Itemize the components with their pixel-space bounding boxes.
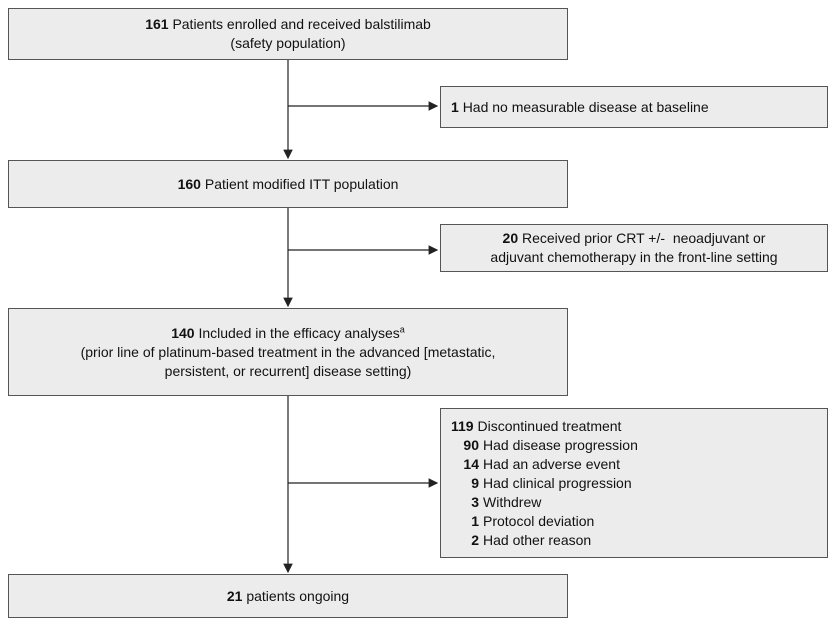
label: adjuvant chemotherapy in the front-line … bbox=[490, 249, 778, 265]
count: 2 bbox=[471, 531, 479, 548]
box-exclusion: 1 Had no measurable disease at baseline bbox=[440, 86, 828, 128]
reason: 1 Protocol deviation bbox=[451, 512, 827, 531]
label: Patients enrolled and received balstilim… bbox=[172, 16, 431, 32]
count: 21 bbox=[226, 587, 243, 604]
box-ongoing: 21 patients ongoing bbox=[8, 574, 568, 618]
reason: 3 Withdrew bbox=[451, 493, 827, 512]
reason: 90 Had disease progression bbox=[451, 436, 827, 455]
count: 9 bbox=[471, 474, 479, 491]
label: Patient modified ITT population bbox=[204, 175, 399, 192]
box-discontinued: 119 Discontinued treatment 90 Had disease… bbox=[440, 408, 828, 558]
label: Had no measurable disease at baseline bbox=[462, 98, 709, 115]
label: Withdrew bbox=[483, 493, 542, 510]
label: Had other reason bbox=[483, 531, 592, 548]
reason: 14 Had an adverse event bbox=[451, 455, 827, 474]
label: Discontinued treatment bbox=[477, 417, 622, 434]
count: 1 bbox=[451, 98, 459, 115]
label: Had an adverse event bbox=[483, 455, 620, 472]
count: 160 bbox=[177, 175, 201, 192]
count: 119 bbox=[451, 417, 474, 434]
count: 1 bbox=[471, 512, 479, 529]
count: 3 bbox=[471, 493, 479, 510]
footnote: a bbox=[399, 323, 405, 334]
note: (prior line of platinum-based treatment … bbox=[80, 343, 496, 360]
label: patients ongoing bbox=[246, 587, 350, 604]
label: Had disease progression bbox=[483, 436, 638, 453]
label: Received prior CRT +/- neoadjuvant or bbox=[522, 230, 766, 246]
box-mitt: 160 Patient modified ITT population bbox=[8, 160, 568, 208]
count: 161 bbox=[145, 16, 169, 32]
count: 90 bbox=[463, 436, 479, 453]
box-efficacy: 140 Included in the efficacy analysesa (… bbox=[8, 308, 568, 396]
label: Protocol deviation bbox=[483, 512, 595, 529]
note: (safety population) bbox=[230, 35, 346, 51]
label: Included in the efficacy analyses bbox=[198, 324, 400, 341]
label: Had clinical progression bbox=[483, 474, 632, 491]
box-enrolled: 161 Patients enrolled and received balst… bbox=[8, 8, 568, 60]
reason: 2 Had other reason bbox=[451, 531, 827, 550]
count: 140 bbox=[171, 324, 195, 341]
reason: 9 Had clinical progression bbox=[451, 474, 827, 493]
box-exclusion: 20 Received prior CRT +/- neoadjuvant or… bbox=[440, 224, 828, 272]
note: persistent, or recurrent] disease settin… bbox=[164, 362, 412, 379]
count: 20 bbox=[502, 230, 519, 246]
count: 14 bbox=[463, 455, 479, 472]
